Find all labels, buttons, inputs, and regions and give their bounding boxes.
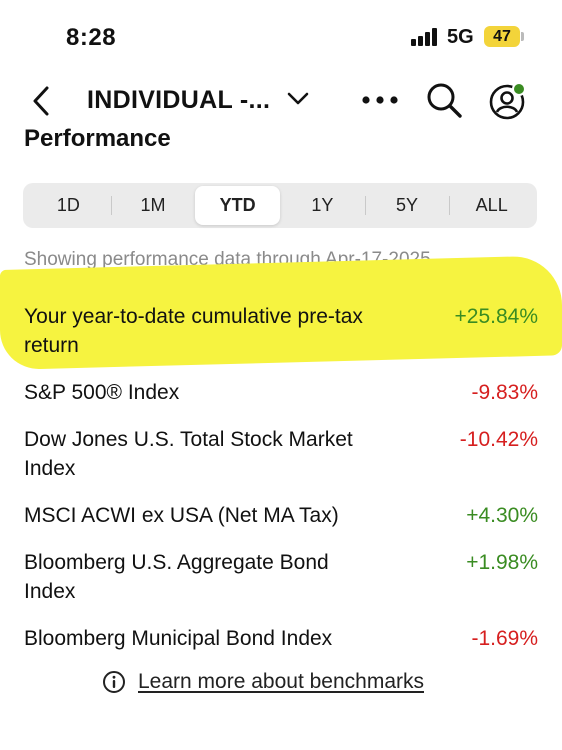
benchmark-name: Bloomberg U.S. Aggregate Bond Index <box>24 551 329 603</box>
period-tab-5y[interactable]: 5Y <box>364 186 450 225</box>
benchmark-return: -1.69% <box>471 627 538 650</box>
chevron-down-icon[interactable] <box>286 90 310 108</box>
search-icon[interactable] <box>424 80 464 120</box>
period-tab-ytd[interactable]: YTD <box>195 186 281 225</box>
benchmark-return: -9.83% <box>471 381 538 404</box>
benchmark-list: Your year-to-date cumulative pre-tax ret… <box>24 302 538 653</box>
status-time: 8:28 <box>66 24 117 51</box>
benchmark-name: MSCI ACWI ex USA (Net MA Tax) <box>24 504 339 527</box>
chevron-left-icon[interactable] <box>28 84 56 118</box>
benchmark-name: Bloomberg Municipal Bond Index <box>24 627 333 650</box>
benchmark-row: Bloomberg U.S. Aggregate Bond Index +1.98… <box>24 548 538 606</box>
benchmark-row: Your year-to-date cumulative pre-tax ret… <box>24 302 538 360</box>
benchmark-return: +1.98% <box>466 551 538 574</box>
benchmark-name: Your year-to-date cumulative pre-tax ret… <box>24 305 363 357</box>
info-icon <box>103 671 125 693</box>
network-type: 5G <box>447 26 474 48</box>
battery-icon: 47 <box>484 26 520 47</box>
benchmark-return: -10.42% <box>459 428 538 451</box>
user-profile-icon[interactable] <box>486 80 528 122</box>
benchmark-row: S&P 500® Index -9.83% <box>24 378 538 407</box>
period-tab-1m[interactable]: 1M <box>110 186 196 225</box>
more-horizontal-icon[interactable] <box>360 86 400 114</box>
benchmark-row: Dow Jones U.S. Total Stock Market Index -… <box>24 425 538 483</box>
nav-bar: INDIVIDUAL -... <box>0 76 562 126</box>
learn-more-label[interactable]: Learn more about benchmarks <box>138 670 424 693</box>
battery-cap <box>521 32 524 41</box>
period-tab-1d[interactable]: 1D <box>56 195 80 215</box>
battery-level: 47 <box>493 28 511 45</box>
benchmark-row: Bloomberg Municipal Bond Index -1.69% <box>24 624 538 653</box>
benchmark-row: MSCI ACWI ex USA (Net MA Tax) +4.30% <box>24 501 538 530</box>
cellular-signal-icon <box>411 28 439 46</box>
period-tab-1y[interactable]: 1Y <box>311 195 334 215</box>
period-tab-all[interactable]: ALL <box>449 186 534 225</box>
status-bar: 8:28 5G 47 <box>0 0 562 72</box>
period-selector: 1D 1M YTD 1Y 5Y ALL <box>23 183 537 228</box>
benchmark-return: +4.30% <box>466 504 538 527</box>
benchmark-name: Dow Jones U.S. Total Stock Market Index <box>24 428 353 480</box>
learn-more-link[interactable]: Learn more about benchmarks <box>102 670 424 694</box>
benchmark-return: +25.84% <box>454 305 539 328</box>
account-title[interactable]: INDIVIDUAL -... <box>87 86 271 114</box>
benchmark-name: S&P 500® Index <box>24 381 180 404</box>
section-title: Performance <box>24 126 171 152</box>
